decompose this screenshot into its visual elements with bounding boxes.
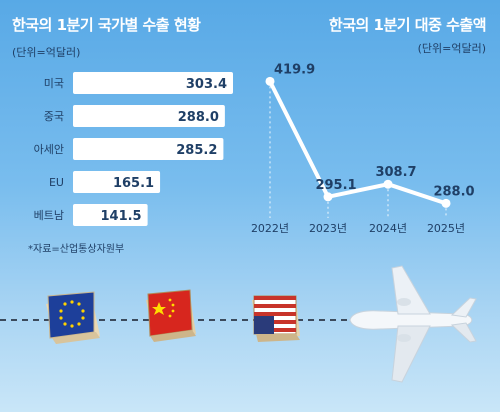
line-point <box>383 179 393 189</box>
usa-flag-box-icon <box>252 295 300 342</box>
line-value-label: 288.0 <box>433 184 474 199</box>
china-flag-box-icon <box>146 289 196 342</box>
airplane-icon <box>349 265 477 383</box>
bar-category-label: 미국 <box>44 77 64 90</box>
x-tick-label: 2023년 <box>309 222 347 235</box>
bar <box>73 204 148 226</box>
bar-category-label: 아세안 <box>34 143 64 156</box>
bar-value-label: 303.4 <box>186 77 227 92</box>
line-value-label: 419.9 <box>274 62 315 77</box>
x-tick-label: 2022년 <box>251 222 289 235</box>
right-chart-title: 한국의 1분기 대중 수출액 <box>328 16 487 34</box>
line-point <box>441 198 451 208</box>
source-note: *자료=산업통상자원부 <box>28 244 125 255</box>
bar-value-label: 141.5 <box>100 209 141 224</box>
left-chart-unit: (단위=억달러) <box>12 46 81 59</box>
bar-category-label: 베트남 <box>34 209 64 222</box>
bar <box>73 72 233 94</box>
x-tick-label: 2024년 <box>369 222 407 235</box>
bar-value-label: 165.1 <box>113 176 154 191</box>
series-line <box>268 80 447 206</box>
bar-category-label: 중국 <box>44 110 64 123</box>
line-point <box>265 76 275 86</box>
x-tick-label: 2025년 <box>427 222 465 235</box>
line-value-label: 308.7 <box>375 165 416 180</box>
bar-value-label: 288.0 <box>178 110 219 125</box>
eu-flag-box-icon <box>46 291 100 344</box>
bar-value-label: 285.2 <box>176 143 217 158</box>
bar <box>73 138 224 160</box>
left-chart-title: 한국의 1분기 국가별 수출 현황 <box>12 16 201 34</box>
bar <box>73 171 161 193</box>
trade-illustration <box>0 265 477 383</box>
line-value-label: 295.1 <box>315 178 356 193</box>
bar <box>73 105 225 127</box>
bar-category-label: EU <box>49 176 64 189</box>
right-chart-unit: (단위=억달러) <box>417 42 486 55</box>
line-point <box>323 192 333 202</box>
